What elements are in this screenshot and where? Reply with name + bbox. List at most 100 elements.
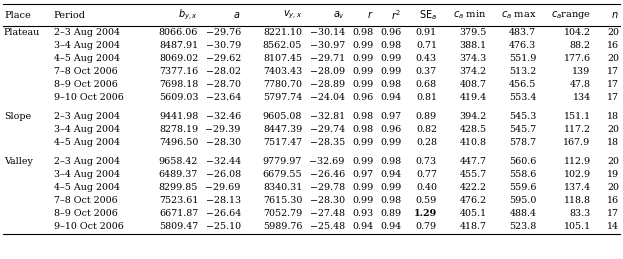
Text: 8487.91: 8487.91 (159, 41, 198, 50)
Text: 0.73: 0.73 (416, 157, 437, 166)
Text: 0.99: 0.99 (352, 138, 373, 147)
Text: 2–3 Aug 2004: 2–3 Aug 2004 (54, 112, 120, 121)
Text: −28.70: −28.70 (206, 80, 240, 89)
Text: 7698.18: 7698.18 (159, 80, 198, 89)
Text: 418.7: 418.7 (460, 222, 487, 231)
Text: −28.89: −28.89 (310, 80, 345, 89)
Text: 7496.50: 7496.50 (159, 138, 198, 147)
Text: 177.6: 177.6 (564, 54, 591, 63)
Text: 5609.03: 5609.03 (159, 93, 198, 102)
Text: 0.99: 0.99 (352, 80, 373, 89)
Text: 6679.55: 6679.55 (263, 170, 302, 179)
Text: 16: 16 (607, 196, 619, 205)
Text: 18: 18 (607, 112, 619, 121)
Text: 4–5 Aug 2004: 4–5 Aug 2004 (54, 138, 120, 147)
Text: 4–5 Aug 2004: 4–5 Aug 2004 (54, 54, 120, 63)
Text: 0.99: 0.99 (380, 138, 401, 147)
Text: −29.39: −29.39 (206, 125, 240, 134)
Text: −28.30: −28.30 (206, 138, 240, 147)
Text: −30.14: −30.14 (310, 28, 345, 37)
Text: 5797.74: 5797.74 (263, 93, 302, 102)
Text: 0.99: 0.99 (380, 67, 401, 76)
Text: 17: 17 (607, 93, 619, 102)
Text: −25.10: −25.10 (206, 222, 240, 231)
Text: 19: 19 (607, 170, 619, 179)
Text: −32.69: −32.69 (310, 157, 345, 166)
Text: 9–10 Oct 2006: 9–10 Oct 2006 (54, 222, 123, 231)
Text: 523.8: 523.8 (509, 222, 536, 231)
Text: 0.37: 0.37 (416, 67, 437, 76)
Text: 8221.10: 8221.10 (264, 28, 302, 37)
Text: −29.62: −29.62 (206, 54, 240, 63)
Text: 2–3 Aug 2004: 2–3 Aug 2004 (54, 157, 120, 166)
Text: 7–8 Oct 2006: 7–8 Oct 2006 (54, 196, 117, 205)
Text: 7615.30: 7615.30 (263, 196, 302, 205)
Text: 0.98: 0.98 (381, 41, 401, 50)
Text: $\mathrm{SE}_a$: $\mathrm{SE}_a$ (419, 8, 437, 22)
Text: −29.71: −29.71 (310, 54, 345, 63)
Text: 0.94: 0.94 (381, 93, 401, 102)
Text: 0.96: 0.96 (352, 93, 373, 102)
Text: $c_a$ min: $c_a$ min (454, 9, 487, 21)
Text: −32.44: −32.44 (206, 157, 240, 166)
Text: 8066.06: 8066.06 (159, 28, 198, 37)
Text: 83.3: 83.3 (569, 209, 591, 218)
Text: 559.6: 559.6 (509, 183, 536, 192)
Text: 488.4: 488.4 (509, 209, 536, 218)
Text: 137.4: 137.4 (564, 183, 591, 192)
Text: 0.98: 0.98 (352, 28, 373, 37)
Text: 0.96: 0.96 (380, 28, 401, 37)
Text: −25.48: −25.48 (310, 222, 345, 231)
Text: 8–9 Oct 2006: 8–9 Oct 2006 (54, 209, 118, 218)
Text: −30.97: −30.97 (310, 41, 345, 50)
Text: 0.94: 0.94 (381, 170, 401, 179)
Text: 9658.42: 9658.42 (159, 157, 198, 166)
Text: 6489.37: 6489.37 (159, 170, 198, 179)
Text: 118.8: 118.8 (564, 196, 591, 205)
Text: 545.3: 545.3 (509, 112, 536, 121)
Text: 388.1: 388.1 (460, 41, 487, 50)
Text: 0.97: 0.97 (352, 170, 373, 179)
Text: 447.7: 447.7 (460, 157, 487, 166)
Text: 7052.79: 7052.79 (263, 209, 302, 218)
Text: 0.28: 0.28 (416, 138, 437, 147)
Text: $a_v$: $a_v$ (333, 9, 345, 21)
Text: 558.6: 558.6 (509, 170, 536, 179)
Text: 88.2: 88.2 (569, 41, 591, 50)
Text: 374.3: 374.3 (459, 54, 487, 63)
Text: 20: 20 (607, 157, 619, 166)
Text: 476.3: 476.3 (509, 41, 536, 50)
Text: 410.8: 410.8 (460, 138, 487, 147)
Text: 5989.76: 5989.76 (263, 222, 302, 231)
Text: 47.8: 47.8 (569, 80, 591, 89)
Text: 0.99: 0.99 (352, 54, 373, 63)
Text: 0.43: 0.43 (416, 54, 437, 63)
Text: 595.0: 595.0 (509, 196, 536, 205)
Text: $b_{y,x}$: $b_{y,x}$ (178, 8, 198, 22)
Text: 0.81: 0.81 (416, 93, 437, 102)
Text: 0.40: 0.40 (416, 183, 437, 192)
Text: $r^2$: $r^2$ (391, 8, 401, 22)
Text: −27.48: −27.48 (310, 209, 345, 218)
Text: 553.4: 553.4 (509, 93, 536, 102)
Text: 20: 20 (607, 28, 619, 37)
Text: 3–4 Aug 2004: 3–4 Aug 2004 (54, 170, 120, 179)
Text: 0.97: 0.97 (381, 112, 401, 121)
Text: 1.29: 1.29 (414, 209, 437, 218)
Text: $c_a$ max: $c_a$ max (501, 9, 536, 21)
Text: Place: Place (4, 11, 31, 19)
Text: 0.99: 0.99 (380, 183, 401, 192)
Text: 0.98: 0.98 (381, 80, 401, 89)
Text: 0.89: 0.89 (416, 112, 437, 121)
Text: 18: 18 (607, 138, 619, 147)
Text: Period: Period (54, 11, 85, 19)
Text: 17: 17 (607, 80, 619, 89)
Text: −26.64: −26.64 (206, 209, 240, 218)
Text: 17: 17 (607, 209, 619, 218)
Text: 20: 20 (607, 54, 619, 63)
Text: −30.79: −30.79 (206, 41, 240, 50)
Text: 0.91: 0.91 (416, 28, 437, 37)
Text: −32.81: −32.81 (310, 112, 345, 121)
Text: 0.82: 0.82 (416, 125, 437, 134)
Text: 428.5: 428.5 (460, 125, 487, 134)
